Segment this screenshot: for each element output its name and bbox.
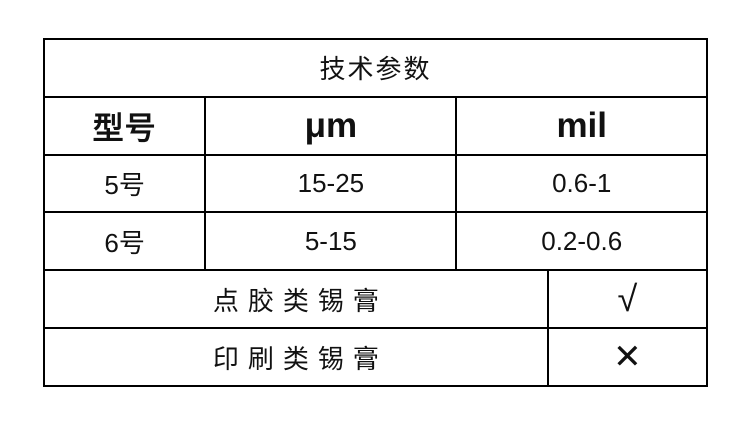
model5-um-text: 15-25 [297, 168, 365, 199]
model5-mil-text: 0.6-1 [552, 168, 612, 199]
dispensing-label-text: 点胶类锡膏 [212, 285, 388, 316]
cell-model6-um: 5-15 [206, 213, 458, 270]
table-row-model5: 5号 15-25 0.6-1 [45, 155, 706, 214]
cell-model6-name: 6号 [45, 213, 207, 270]
table-title: 技术参数 [319, 54, 432, 85]
table-row-model6: 6号 5-15 0.2-0.6 [45, 213, 706, 272]
header-label-mil: mil [556, 105, 608, 145]
cell-model5-um: 15-25 [206, 155, 458, 212]
header-label-um: μm [304, 105, 358, 145]
spec-table: 技术参数 型号 μm mil 5号 15-25 0.6-1 6号 5-15 [43, 38, 708, 387]
header-cell-mil: mil [457, 98, 706, 154]
model6-name-text: 6号 [104, 227, 145, 258]
cross-mark-icon: ✕ [613, 338, 642, 377]
model6-mil-text: 0.2-0.6 [541, 225, 623, 256]
header-label-model: 型号 [92, 111, 157, 147]
cell-dispensing-label: 点胶类锡膏 [45, 271, 549, 328]
table-title-row: 技术参数 [45, 40, 706, 98]
table-title-cell: 技术参数 [45, 40, 706, 96]
check-mark-icon: √ [617, 278, 638, 320]
printing-label-text: 印刷类锡膏 [212, 343, 388, 374]
model5-name-text: 5号 [104, 170, 145, 201]
cell-model6-mil: 0.2-0.6 [457, 213, 706, 269]
cell-model5-mil: 0.6-1 [457, 156, 706, 212]
header-cell-um: μm [206, 97, 458, 154]
table-row-printing-paste: 印刷类锡膏 ✕ [45, 329, 706, 385]
table-row-dispensing-paste: 点胶类锡膏 √ [45, 271, 706, 330]
cell-printing-mark: ✕ [549, 329, 706, 385]
header-cell-model: 型号 [45, 97, 207, 154]
table-header-row: 型号 μm mil [45, 97, 706, 156]
cell-printing-label: 印刷类锡膏 [45, 329, 549, 385]
cell-model5-name: 5号 [45, 155, 207, 212]
model6-um-text: 5-15 [304, 225, 357, 256]
cell-dispensing-mark: √ [549, 271, 706, 327]
